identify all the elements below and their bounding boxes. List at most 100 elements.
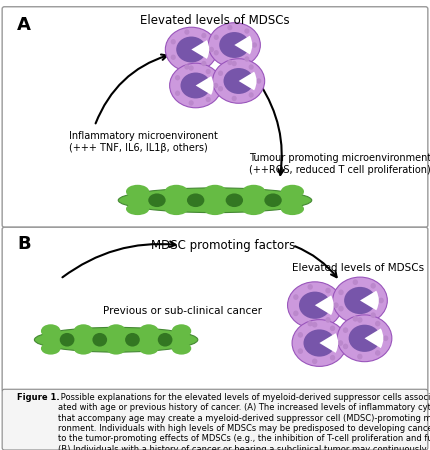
Circle shape xyxy=(312,359,317,364)
Text: Elevated levels of MDSCs: Elevated levels of MDSCs xyxy=(292,263,424,273)
Circle shape xyxy=(214,35,219,40)
Circle shape xyxy=(227,25,233,30)
Circle shape xyxy=(307,321,313,326)
Circle shape xyxy=(343,327,348,333)
Circle shape xyxy=(353,279,358,285)
Circle shape xyxy=(371,283,376,288)
Ellipse shape xyxy=(219,32,249,58)
Ellipse shape xyxy=(41,324,61,338)
Circle shape xyxy=(232,61,237,66)
Ellipse shape xyxy=(165,27,218,72)
Circle shape xyxy=(218,86,223,91)
Circle shape xyxy=(312,322,317,328)
Circle shape xyxy=(227,60,233,65)
Circle shape xyxy=(330,355,335,360)
FancyBboxPatch shape xyxy=(2,227,428,392)
Circle shape xyxy=(206,69,211,74)
Circle shape xyxy=(201,33,206,38)
Ellipse shape xyxy=(41,342,61,355)
Circle shape xyxy=(171,54,176,60)
Circle shape xyxy=(244,56,249,62)
Circle shape xyxy=(214,50,219,55)
Circle shape xyxy=(244,28,249,34)
Ellipse shape xyxy=(148,194,166,207)
Ellipse shape xyxy=(264,194,282,207)
Ellipse shape xyxy=(139,342,159,355)
Ellipse shape xyxy=(126,185,149,198)
Wedge shape xyxy=(239,72,257,90)
Text: Previous or sub-clinical cancer: Previous or sub-clinical cancer xyxy=(103,306,262,315)
Wedge shape xyxy=(191,40,209,59)
Text: Possible explanations for the elevated levels of myeloid-derived suppressor cell: Possible explanations for the elevated l… xyxy=(58,393,430,450)
Ellipse shape xyxy=(209,23,261,68)
Ellipse shape xyxy=(213,59,265,103)
Circle shape xyxy=(357,354,362,360)
Ellipse shape xyxy=(304,329,335,356)
Ellipse shape xyxy=(139,324,159,338)
Circle shape xyxy=(343,344,348,349)
Ellipse shape xyxy=(106,342,126,355)
Ellipse shape xyxy=(165,185,188,198)
Ellipse shape xyxy=(299,292,331,319)
Circle shape xyxy=(232,96,237,101)
Ellipse shape xyxy=(292,320,347,366)
Text: Elevated levels of MDSCs: Elevated levels of MDSCs xyxy=(140,14,290,27)
Circle shape xyxy=(249,92,254,98)
Ellipse shape xyxy=(333,277,387,324)
Ellipse shape xyxy=(165,202,188,215)
Circle shape xyxy=(252,42,257,48)
Ellipse shape xyxy=(126,202,149,215)
FancyBboxPatch shape xyxy=(2,389,428,450)
FancyBboxPatch shape xyxy=(2,7,428,227)
Circle shape xyxy=(184,64,190,70)
Ellipse shape xyxy=(288,282,342,328)
Circle shape xyxy=(213,83,218,88)
Circle shape xyxy=(333,302,339,308)
Circle shape xyxy=(375,350,381,356)
Circle shape xyxy=(338,289,344,295)
Circle shape xyxy=(201,61,206,66)
Ellipse shape xyxy=(224,68,254,94)
Ellipse shape xyxy=(92,333,107,346)
Ellipse shape xyxy=(158,333,172,346)
Ellipse shape xyxy=(281,202,304,215)
Circle shape xyxy=(293,310,298,316)
Text: A: A xyxy=(17,16,31,34)
Wedge shape xyxy=(196,76,214,95)
Circle shape xyxy=(175,75,180,81)
Text: Inflammatory microenvironent
(+++ TNF, IL6, IL1β, others): Inflammatory microenvironent (+++ TNF, I… xyxy=(69,131,218,153)
Circle shape xyxy=(353,316,358,322)
Ellipse shape xyxy=(337,315,392,362)
Circle shape xyxy=(218,71,223,76)
Ellipse shape xyxy=(281,185,304,198)
Circle shape xyxy=(209,47,214,52)
Ellipse shape xyxy=(226,194,243,207)
Text: Tumour promoting microenvironment
(++ROS, reduced T cell proliferation): Tumour promoting microenvironment (++ROS… xyxy=(249,153,430,175)
Ellipse shape xyxy=(242,202,265,215)
Circle shape xyxy=(375,321,381,326)
Ellipse shape xyxy=(203,185,227,198)
Circle shape xyxy=(249,64,254,70)
Circle shape xyxy=(298,332,303,338)
Ellipse shape xyxy=(181,72,211,99)
Ellipse shape xyxy=(176,36,206,63)
Ellipse shape xyxy=(34,328,198,352)
Circle shape xyxy=(357,317,362,323)
Ellipse shape xyxy=(242,185,265,198)
Circle shape xyxy=(378,297,384,303)
Ellipse shape xyxy=(169,63,222,108)
Wedge shape xyxy=(319,333,338,353)
Circle shape xyxy=(256,78,261,84)
Wedge shape xyxy=(365,328,383,348)
Text: B: B xyxy=(17,235,31,253)
Circle shape xyxy=(307,284,313,290)
Circle shape xyxy=(189,100,194,106)
Wedge shape xyxy=(315,295,334,315)
Circle shape xyxy=(175,90,180,96)
Text: MDSC promoting factors: MDSC promoting factors xyxy=(151,239,296,252)
Circle shape xyxy=(383,335,388,341)
Ellipse shape xyxy=(74,324,93,338)
Circle shape xyxy=(171,39,176,45)
Ellipse shape xyxy=(349,325,381,352)
Ellipse shape xyxy=(172,342,191,355)
